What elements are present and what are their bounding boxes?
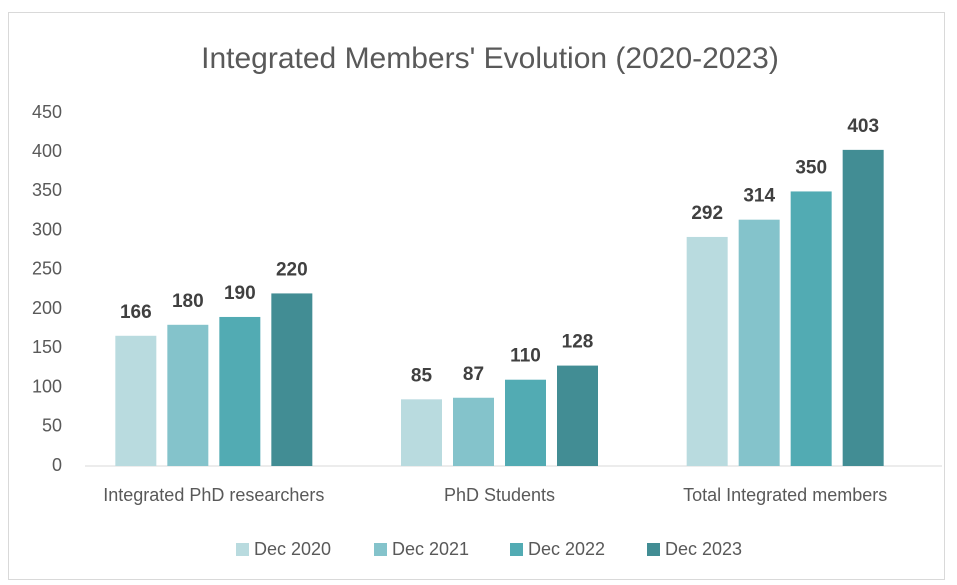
bar <box>842 149 884 466</box>
data-label: 350 <box>795 157 827 178</box>
y-tick-label: 200 <box>32 298 62 318</box>
bar <box>401 399 442 466</box>
data-label: 403 <box>847 116 879 137</box>
legend-swatch <box>647 543 660 556</box>
x-tick-label: PhD Students <box>444 485 555 505</box>
bar <box>167 324 209 466</box>
chart-title: Integrated Members' Evolution (2020-2023… <box>201 42 779 75</box>
x-tick-label: Integrated PhD researchers <box>103 485 324 505</box>
bar <box>557 365 598 466</box>
x-tick-label: Total Integrated members <box>683 485 887 505</box>
data-label: 314 <box>743 186 775 207</box>
data-label: 87 <box>463 364 484 385</box>
data-label: 85 <box>411 365 433 386</box>
bar <box>738 219 780 466</box>
bar <box>505 379 546 466</box>
data-label: 128 <box>562 332 594 353</box>
y-tick-label: 250 <box>32 259 62 279</box>
legend-swatch <box>374 543 387 556</box>
data-label: 180 <box>172 291 204 312</box>
data-label: 292 <box>691 203 723 224</box>
data-label: 166 <box>120 302 152 323</box>
legend-swatch <box>236 543 249 556</box>
y-tick-label: 50 <box>42 416 62 436</box>
y-tick-label: 150 <box>32 337 62 357</box>
legend-label: Dec 2022 <box>528 539 605 559</box>
legend-label: Dec 2021 <box>392 539 469 559</box>
legend-label: Dec 2023 <box>665 539 742 559</box>
legend-label: Dec 2020 <box>254 539 331 559</box>
bar <box>790 191 832 466</box>
data-label: 220 <box>276 259 308 280</box>
y-tick-label: 450 <box>32 102 62 122</box>
y-tick-label: 350 <box>32 180 62 200</box>
data-label: 190 <box>224 283 256 304</box>
y-tick-label: 0 <box>52 455 62 475</box>
bar <box>219 316 261 466</box>
bar <box>686 236 728 466</box>
bar <box>271 293 313 466</box>
y-tick-label: 400 <box>32 141 62 161</box>
legend-swatch <box>510 543 523 556</box>
y-tick-label: 300 <box>32 219 62 239</box>
bar <box>453 397 494 466</box>
bar <box>115 335 157 466</box>
data-label: 110 <box>510 346 541 367</box>
chart-border <box>8 12 945 580</box>
y-tick-label: 100 <box>32 376 62 396</box>
